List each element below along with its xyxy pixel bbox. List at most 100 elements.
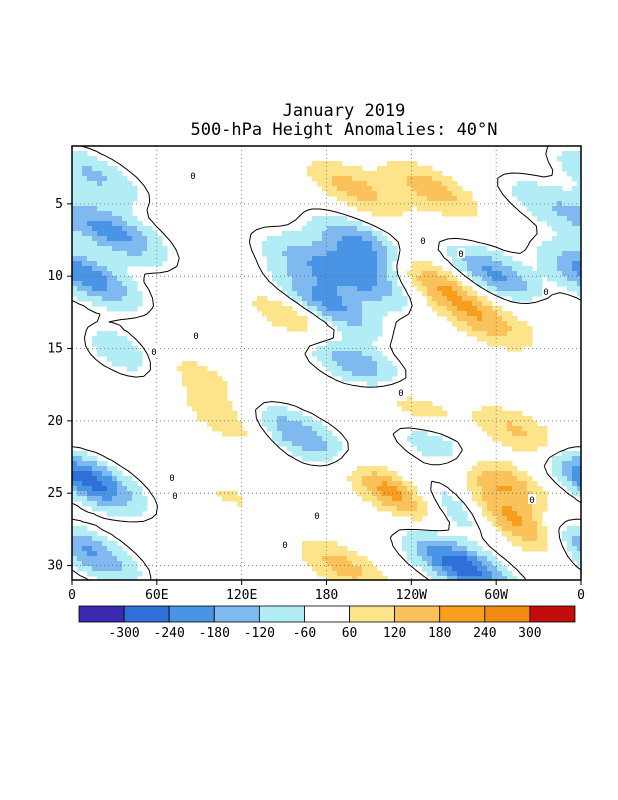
anomaly-cell bbox=[337, 296, 343, 302]
anomaly-cell bbox=[417, 536, 423, 542]
anomaly-cell bbox=[437, 566, 443, 572]
anomaly-cell bbox=[337, 561, 343, 567]
anomaly-cell bbox=[322, 431, 328, 437]
anomaly-cell bbox=[287, 316, 293, 322]
anomaly-cell bbox=[282, 416, 288, 422]
anomaly-cell bbox=[277, 246, 283, 252]
anomaly-cell bbox=[402, 481, 408, 487]
anomaly-cell bbox=[462, 511, 468, 517]
anomaly-cell bbox=[117, 171, 123, 177]
anomaly-cell bbox=[322, 551, 328, 557]
anomaly-cell bbox=[82, 206, 88, 212]
anomaly-cell bbox=[122, 281, 128, 287]
anomaly-cell bbox=[567, 466, 573, 472]
anomaly-cell bbox=[72, 546, 78, 552]
anomaly-cell bbox=[522, 296, 528, 302]
anomaly-cell bbox=[572, 456, 578, 462]
anomaly-cell bbox=[427, 166, 433, 172]
anomaly-cell bbox=[572, 481, 578, 487]
anomaly-cell bbox=[317, 441, 323, 447]
anomaly-cell bbox=[357, 191, 363, 197]
anomaly-cell bbox=[197, 366, 203, 372]
anomaly-cell bbox=[342, 356, 348, 362]
anomaly-cell bbox=[297, 446, 303, 452]
anomaly-cell bbox=[462, 261, 468, 267]
anomaly-cell bbox=[367, 576, 373, 580]
anomaly-cell bbox=[97, 291, 103, 297]
anomaly-cell bbox=[577, 196, 581, 202]
anomaly-cell bbox=[292, 431, 298, 437]
anomaly-cell bbox=[97, 246, 103, 252]
anomaly-cell bbox=[262, 421, 268, 427]
anomaly-cell bbox=[97, 276, 103, 282]
anomaly-cell bbox=[542, 536, 548, 542]
anomaly-cell bbox=[367, 181, 373, 187]
anomaly-cell bbox=[352, 166, 358, 172]
anomaly-cell bbox=[537, 251, 543, 257]
anomaly-cell bbox=[567, 236, 573, 242]
anomaly-cell bbox=[367, 571, 373, 577]
anomaly-cell bbox=[327, 251, 333, 257]
anomaly-cell bbox=[342, 366, 348, 372]
anomaly-cell bbox=[382, 171, 388, 177]
anomaly-cell bbox=[357, 576, 363, 580]
anomaly-cell bbox=[452, 571, 458, 577]
anomaly-cell bbox=[442, 491, 448, 497]
anomaly-cell bbox=[492, 486, 498, 492]
anomaly-cell bbox=[107, 306, 113, 312]
anomaly-cell bbox=[497, 286, 503, 292]
anomaly-cell bbox=[457, 211, 463, 217]
anomaly-cell bbox=[157, 251, 163, 257]
anomaly-cell bbox=[577, 531, 581, 537]
anomaly-cell bbox=[112, 551, 118, 557]
anomaly-cell bbox=[427, 266, 433, 272]
anomaly-cell bbox=[122, 236, 128, 242]
anomaly-cell bbox=[507, 411, 513, 417]
anomaly-cell bbox=[422, 541, 428, 547]
anomaly-cell bbox=[532, 486, 538, 492]
anomaly-cell bbox=[472, 326, 478, 332]
anomaly-cell bbox=[567, 266, 573, 272]
anomaly-cell bbox=[347, 326, 353, 332]
anomaly-cell bbox=[507, 431, 513, 437]
anomaly-cell bbox=[97, 206, 103, 212]
anomaly-cell bbox=[352, 171, 358, 177]
anomaly-cell bbox=[432, 286, 438, 292]
anomaly-cell bbox=[432, 436, 438, 442]
anomaly-cell bbox=[402, 161, 408, 167]
anomaly-cell bbox=[127, 341, 133, 347]
anomaly-cell bbox=[447, 551, 453, 557]
anomaly-cell bbox=[332, 311, 338, 317]
anomaly-cell bbox=[217, 416, 223, 422]
anomaly-cell bbox=[137, 221, 143, 227]
anomaly-cell bbox=[537, 191, 543, 197]
anomaly-cell bbox=[377, 231, 383, 237]
anomaly-cell bbox=[377, 331, 383, 337]
anomaly-cell bbox=[422, 181, 428, 187]
anomaly-cell bbox=[447, 271, 453, 277]
anomaly-cell bbox=[327, 216, 333, 222]
anomaly-cell bbox=[552, 256, 558, 262]
anomaly-cell bbox=[302, 446, 308, 452]
anomaly-cell bbox=[497, 316, 503, 322]
anomaly-cell bbox=[517, 341, 523, 347]
anomaly-cell bbox=[577, 166, 581, 172]
anomaly-cell bbox=[532, 186, 538, 192]
anomaly-cell bbox=[367, 376, 373, 382]
anomaly-cell bbox=[112, 491, 118, 497]
anomaly-cell bbox=[407, 436, 413, 442]
anomaly-cell bbox=[107, 246, 113, 252]
anomaly-cell bbox=[522, 286, 528, 292]
anomaly-cell bbox=[402, 546, 408, 552]
anomaly-cell bbox=[322, 271, 328, 277]
anomaly-cell bbox=[417, 506, 423, 512]
anomaly-cell bbox=[362, 226, 368, 232]
anomaly-cell bbox=[437, 271, 443, 277]
anomaly-cell bbox=[362, 251, 368, 257]
anomaly-cell bbox=[377, 351, 383, 357]
anomaly-cell bbox=[312, 566, 318, 572]
anomaly-cell bbox=[87, 201, 93, 207]
anomaly-cell bbox=[342, 561, 348, 567]
anomaly-cell bbox=[512, 481, 518, 487]
anomaly-cell bbox=[107, 351, 113, 357]
